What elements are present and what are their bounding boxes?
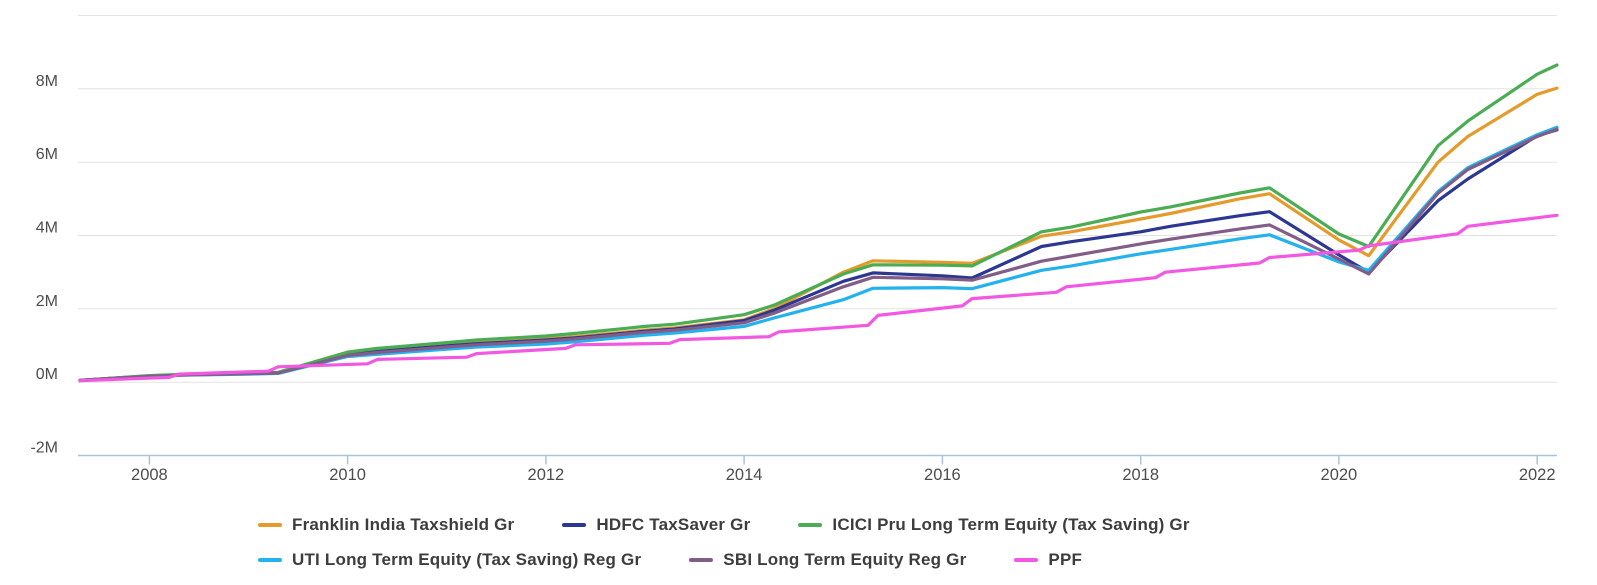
legend-swatch-icon <box>562 523 587 527</box>
series-line-ppf[interactable] <box>78 213 1559 383</box>
y-tick-label: 2M <box>36 293 58 310</box>
legend-item-uti-long-term-equity-tax-saving-reg-gr[interactable]: UTI Long Term Equity (Tax Saving) Reg Gr <box>258 549 641 571</box>
series-line-hdfc-taxsaver-gr[interactable] <box>78 128 1559 382</box>
y-tick-label: 0M <box>36 366 58 383</box>
legend-label: PPF <box>1048 550 1083 569</box>
x-tick-label: 2020 <box>1321 466 1358 484</box>
legend-item-hdfc-taxsaver-gr[interactable]: HDFC TaxSaver Gr <box>562 514 750 536</box>
y-tick-label: 6M <box>36 146 58 163</box>
chart-plot-area[interactable]: 2008 2010 2012 2014 2016 2018 2020 2022 8M 6M 4M 2M… <box>0 0 1597 497</box>
legend-label: HDFC TaxSaver Gr <box>596 515 751 534</box>
y-tick-label: -2M <box>30 440 58 457</box>
x-tick-label: 2016 <box>924 466 961 484</box>
legend-swatch-icon <box>689 558 714 562</box>
x-tick-label: 2008 <box>131 466 168 484</box>
series-line-sbi-long-term-equity-reg-gr[interactable] <box>78 127 1559 382</box>
x-tick-label: 2018 <box>1122 466 1159 484</box>
legend-item-sbi-long-term-equity-reg-gr[interactable]: SBI Long Term Equity Reg Gr <box>689 549 966 571</box>
legend-label: Franklin India Taxshield Gr <box>292 515 515 534</box>
legend-item-ppf[interactable]: PPF <box>1014 549 1082 571</box>
legend-swatch-icon <box>258 523 282 527</box>
legend-swatch-icon <box>258 558 282 562</box>
legend-item-icici-pru-long-term-equity-tax-saving-gr[interactable]: ICICI Pru Long Term Equity (Tax Saving) … <box>798 514 1189 536</box>
legend-label: ICICI Pru Long Term Equity (Tax Saving) … <box>832 515 1190 534</box>
series-line-icici-pru-long-term-equity-tax-saving-gr[interactable] <box>78 63 1559 382</box>
legend-swatch-icon <box>798 523 823 527</box>
legend-swatch-icon <box>1014 558 1039 562</box>
legend-label: SBI Long Term Equity Reg Gr <box>723 550 967 569</box>
chart-legend: Franklin India Taxshield Gr HDFC TaxSave… <box>258 514 1588 571</box>
y-tick-label: 8M <box>36 73 58 90</box>
x-tick-label: 2010 <box>329 466 366 484</box>
legend-item-franklin-india-taxshield-gr[interactable]: Franklin India Taxshield Gr <box>258 514 514 536</box>
x-tick-label: 2014 <box>726 466 763 484</box>
x-tick-label: 2012 <box>528 466 565 484</box>
series-line-franklin-india-taxshield-gr[interactable] <box>78 86 1559 382</box>
legend-label: UTI Long Term Equity (Tax Saving) Reg Gr <box>292 550 642 569</box>
y-tick-label: 4M <box>36 220 58 237</box>
x-tick-label: 2022 <box>1519 466 1556 484</box>
